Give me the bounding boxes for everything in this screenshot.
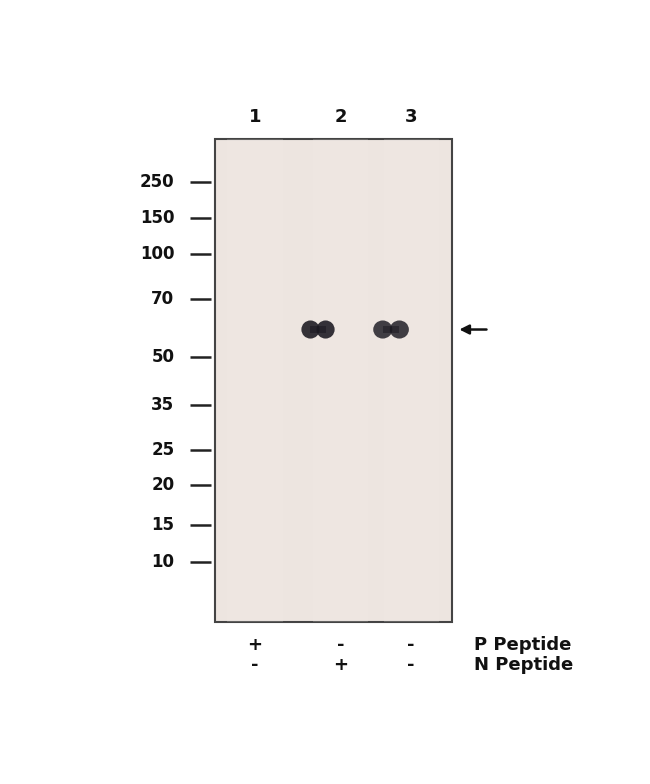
Text: 100: 100 <box>140 245 174 263</box>
Ellipse shape <box>390 321 409 339</box>
Text: 1: 1 <box>249 108 261 126</box>
Text: N Peptide: N Peptide <box>474 655 573 673</box>
Bar <box>227 140 283 622</box>
Bar <box>214 140 452 622</box>
Text: 150: 150 <box>140 209 174 227</box>
Bar <box>384 140 439 622</box>
Bar <box>383 326 399 332</box>
Text: 35: 35 <box>151 396 174 414</box>
Text: 250: 250 <box>140 172 174 191</box>
Text: P Peptide: P Peptide <box>474 636 571 654</box>
Text: -: - <box>408 655 415 673</box>
Text: 15: 15 <box>151 516 174 533</box>
Text: 3: 3 <box>405 108 417 126</box>
Bar <box>311 326 326 332</box>
Text: +: + <box>333 655 348 673</box>
Text: 20: 20 <box>151 476 174 494</box>
Text: -: - <box>337 636 344 654</box>
Text: +: + <box>248 636 263 654</box>
Text: 50: 50 <box>151 347 174 365</box>
Ellipse shape <box>302 321 320 339</box>
Text: -: - <box>252 655 259 673</box>
Text: 2: 2 <box>335 108 347 126</box>
Text: -: - <box>408 636 415 654</box>
Text: 10: 10 <box>151 553 174 571</box>
Text: 25: 25 <box>151 441 174 459</box>
Ellipse shape <box>317 321 335 339</box>
Bar <box>313 140 369 622</box>
Ellipse shape <box>373 321 392 339</box>
Text: 70: 70 <box>151 290 174 308</box>
